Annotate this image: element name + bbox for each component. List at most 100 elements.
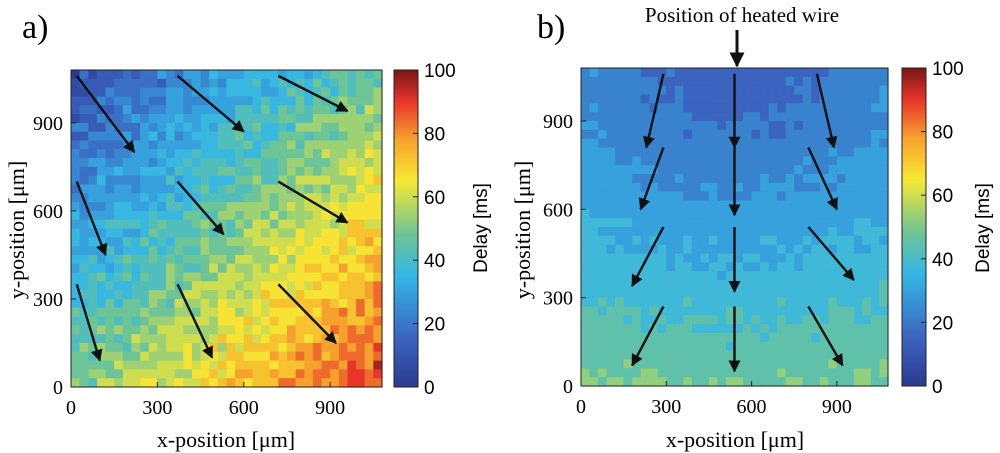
heatmap-cell	[845, 341, 855, 352]
heatmap-cell	[725, 147, 736, 157]
heatmap-cell	[312, 184, 323, 194]
heatmap-cell	[751, 377, 761, 387]
heatmap-cell	[785, 103, 795, 113]
heatmap-cell	[347, 131, 357, 142]
heatmap-cell	[751, 103, 761, 113]
heatmap-cell	[700, 156, 710, 166]
heatmap-cell	[304, 70, 314, 80]
heatmap-cell	[615, 191, 625, 202]
heatmap-cell	[261, 272, 271, 282]
heatmap-cell	[845, 94, 855, 104]
heatmap-cell	[777, 138, 787, 149]
colorbar-tick-label: 100	[932, 59, 964, 80]
heatmap-cell	[811, 377, 821, 387]
heatmap-cell	[666, 333, 676, 343]
heatmap-cell	[674, 244, 684, 255]
heatmap-cell	[217, 149, 228, 159]
heatmap-cell	[79, 131, 89, 142]
heatmap-cell	[131, 96, 141, 106]
heatmap-cell	[674, 121, 684, 131]
heatmap-cell	[209, 228, 219, 238]
heatmap-cell	[845, 368, 855, 378]
heatmap-cell	[734, 94, 744, 104]
heatmap-cell	[252, 369, 262, 379]
heatmap-cell	[606, 333, 616, 343]
heatmap-cell	[347, 272, 357, 282]
heatmap-cell	[166, 263, 176, 274]
heatmap-cell	[166, 334, 176, 344]
heatmap-cell	[338, 140, 349, 150]
heatmap-cell	[261, 263, 271, 274]
heatmap-cell	[862, 165, 872, 175]
heatmap-cell	[79, 298, 89, 309]
heatmap-cell	[71, 158, 81, 168]
heatmap-cell	[166, 219, 176, 230]
heatmap-cell	[589, 129, 599, 140]
heatmap-cell	[174, 219, 184, 230]
heatmap-cell	[122, 219, 133, 230]
heatmap-cell	[304, 325, 314, 335]
heatmap-cell	[870, 85, 881, 96]
heatmap-cell	[794, 147, 804, 157]
heatmap-cell	[606, 200, 616, 210]
heatmap-cell	[183, 369, 193, 379]
heatmap-cell	[743, 280, 753, 290]
heatmap-cell	[286, 237, 297, 247]
heatmap-cell	[708, 359, 719, 369]
heatmap-cell	[105, 246, 115, 256]
heatmap-cell	[589, 359, 599, 369]
heatmap-cell	[657, 85, 667, 96]
heatmap-cell	[785, 209, 795, 219]
heatmap-cell	[321, 281, 331, 291]
heatmap-cell	[131, 263, 141, 274]
heatmap-cell	[252, 325, 262, 335]
heatmap-cell	[581, 227, 591, 237]
heatmap-cell	[209, 237, 219, 247]
heatmap-cell	[581, 341, 591, 352]
heatmap-cell	[269, 78, 279, 89]
heatmap-cell	[88, 78, 98, 89]
heatmap-cell	[649, 262, 659, 272]
heatmap-cell	[674, 76, 684, 87]
heatmap-cell	[623, 262, 633, 272]
heatmap-cell	[200, 202, 210, 212]
heatmap-cell	[217, 298, 228, 309]
heatmap-cell	[777, 280, 787, 290]
heatmap-cell	[321, 184, 331, 194]
heatmap-cell	[862, 138, 872, 149]
heatmap-cell	[261, 70, 271, 80]
heatmap-cell	[683, 341, 693, 352]
heatmap-cell	[235, 307, 245, 318]
heatmap-cell	[760, 85, 770, 96]
heatmap-cell	[853, 271, 864, 281]
heatmap-cell	[691, 235, 701, 246]
heatmap-cell	[140, 334, 150, 344]
heatmap-cell	[725, 129, 736, 140]
heatmap-cell	[261, 254, 271, 265]
heatmap-cell	[700, 333, 710, 343]
heatmap-cell	[683, 156, 693, 166]
heatmap-cell	[174, 237, 184, 247]
heatmap-cell	[811, 182, 821, 193]
heatmap-cell	[819, 182, 829, 193]
heatmap-cell	[870, 182, 881, 193]
heatmap-cell	[166, 87, 176, 98]
heatmap-cell	[209, 360, 219, 370]
heatmap-cell	[640, 156, 650, 166]
heatmap-cell	[802, 138, 812, 149]
heatmap-cell	[278, 237, 288, 247]
heatmap-cell	[278, 122, 288, 133]
heatmap-cell	[845, 191, 855, 202]
heatmap-cell	[312, 122, 323, 133]
plot-frame-a	[70, 69, 383, 388]
heatmap-cell	[157, 298, 167, 309]
heatmap-cell	[760, 174, 770, 184]
heatmap-cell	[811, 333, 821, 343]
heatmap-cell	[71, 105, 81, 115]
heatmap-cell	[226, 114, 236, 124]
heatmap-cell	[191, 158, 202, 168]
heatmap-cell	[768, 182, 778, 193]
heatmap-cell	[708, 235, 719, 246]
heatmap-cell	[819, 156, 829, 166]
